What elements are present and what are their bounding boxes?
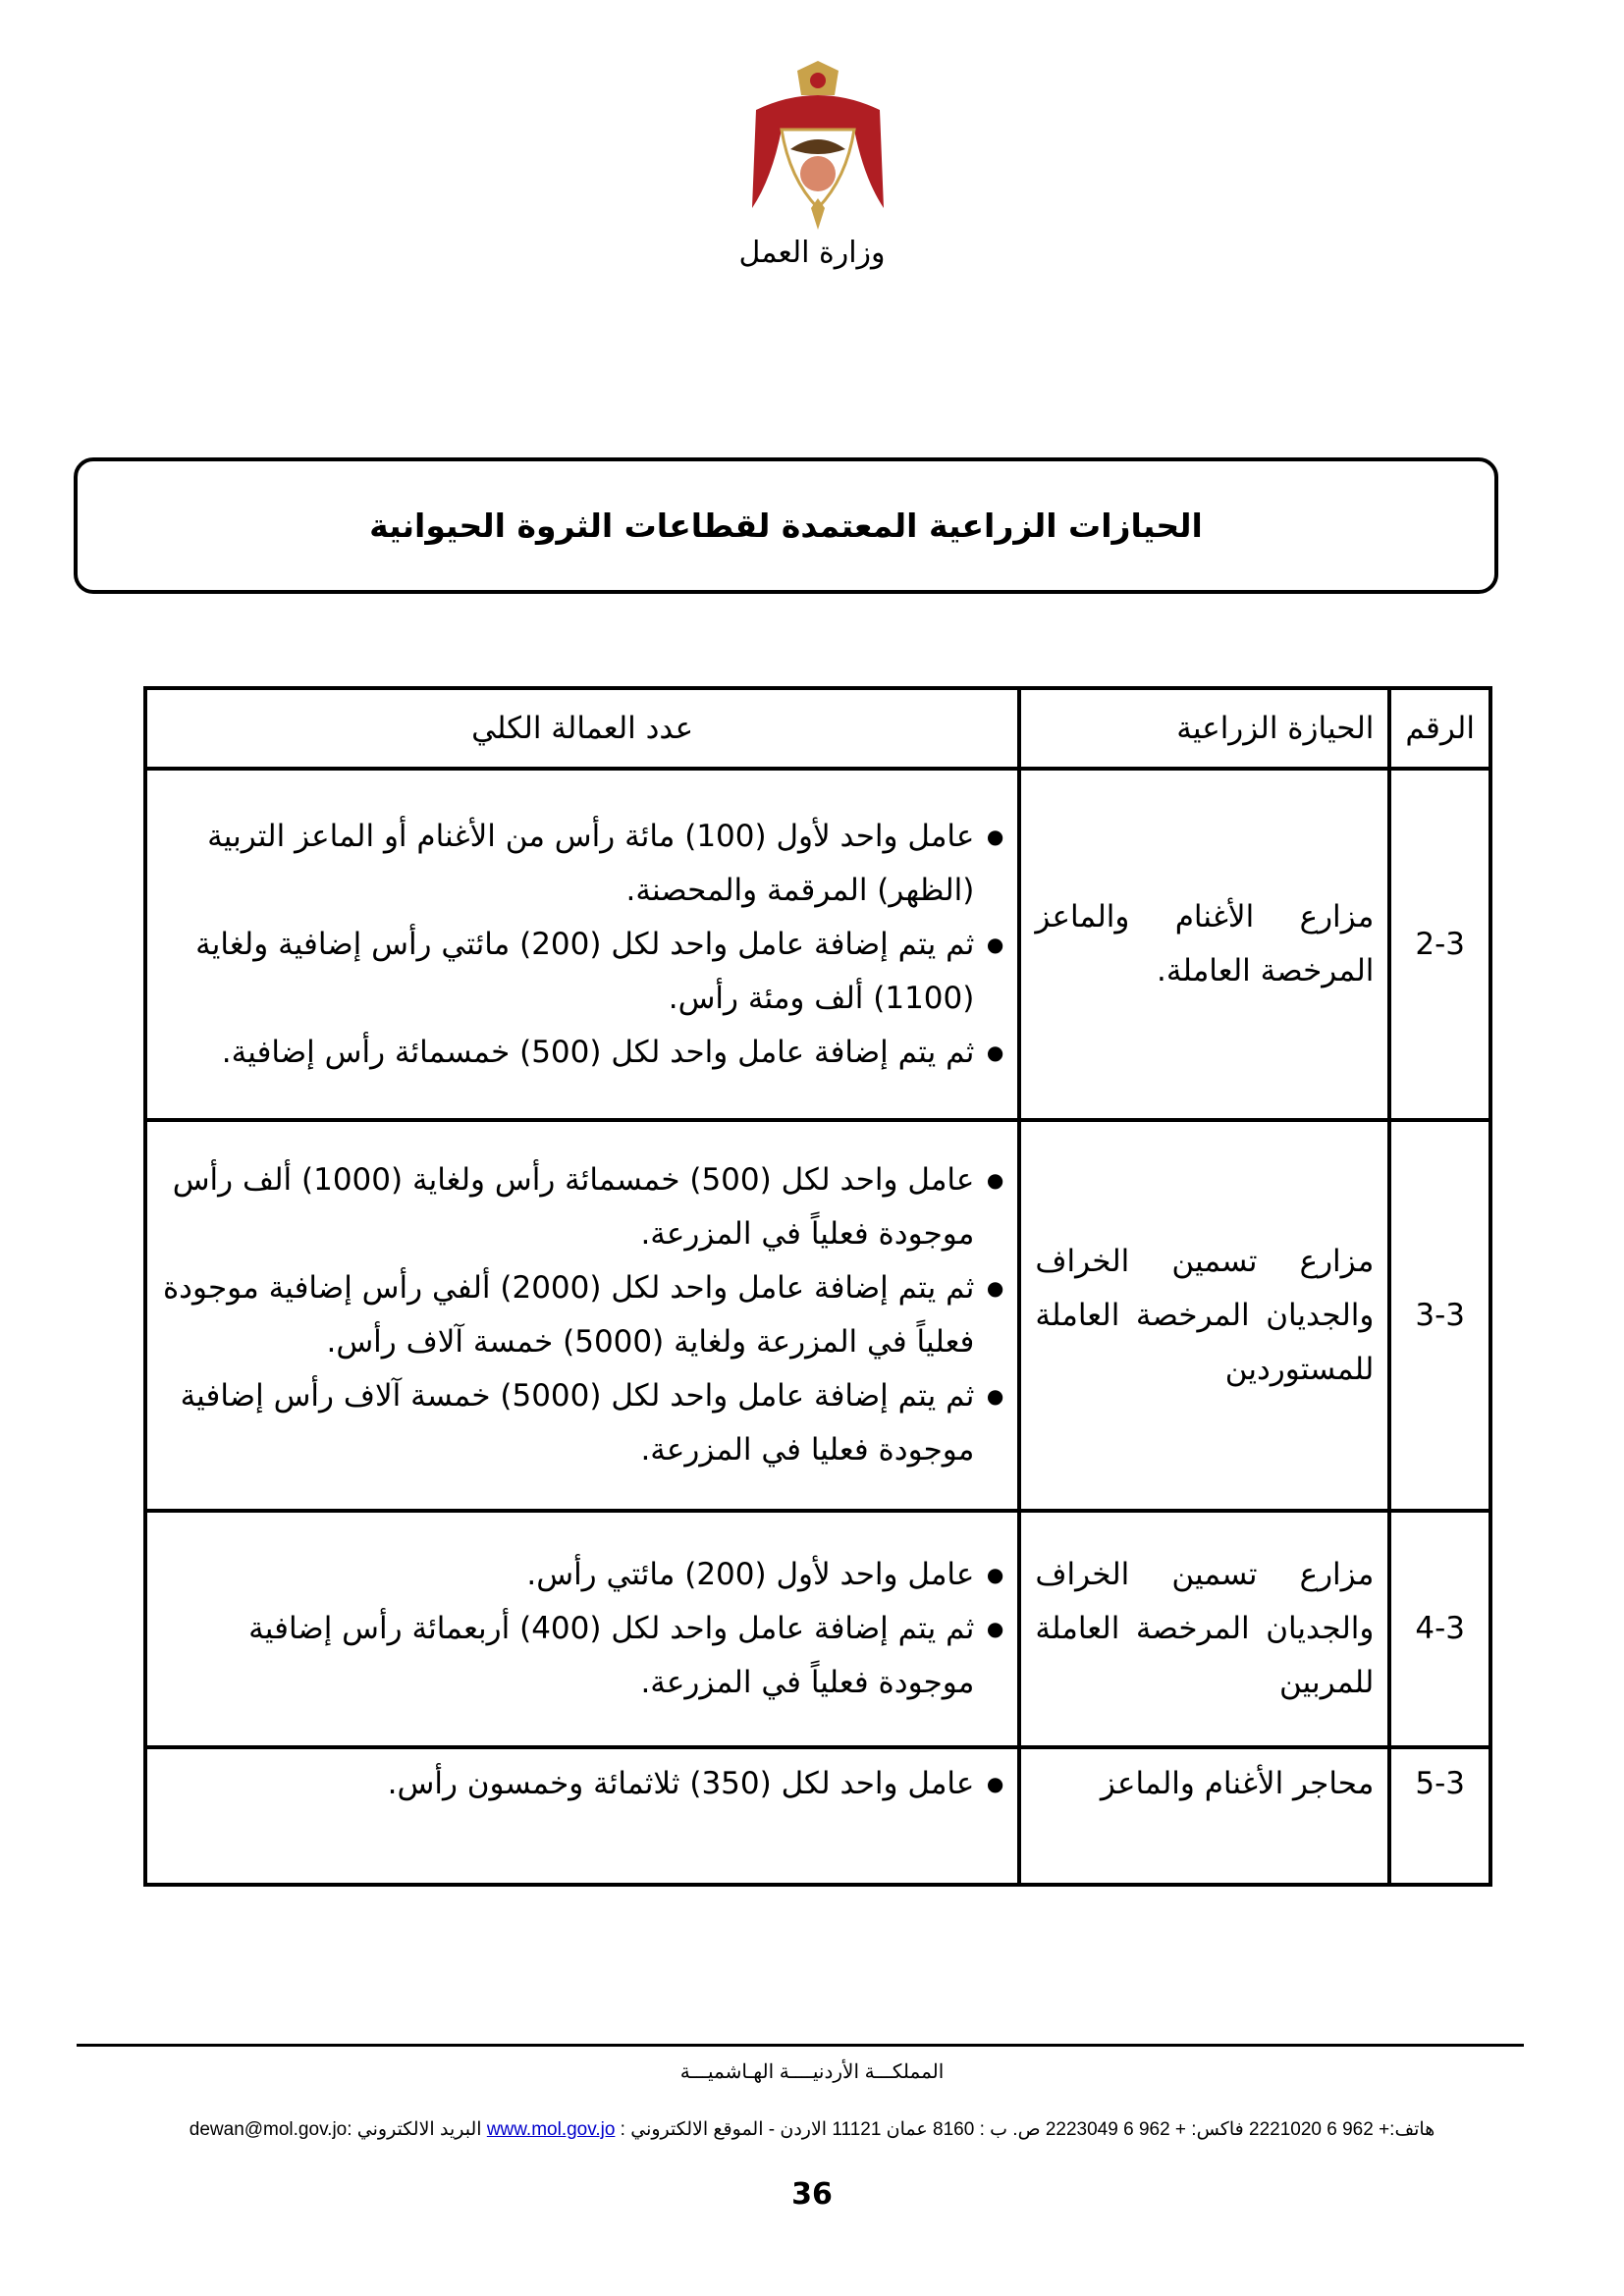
footer-contact: هاتف:+ 962 6 2221020 فاكس: + 962 6 22230… — [0, 2118, 1624, 2141]
footer-country: المملكـــة الأردنيــــة الهـاشميـــة — [679, 2061, 945, 2083]
contact-info: هاتف:+ 962 6 2221020 فاكس: + 962 6 22230… — [615, 2119, 1435, 2140]
row-number: 3-3 — [1387, 1118, 1492, 1513]
bullet-item: ثم يتم إضافة عامل واحد لكل (400) أربعمائ… — [161, 1602, 1004, 1710]
row-number: 4-3 — [1387, 1509, 1492, 1749]
row-holding: مزارع الأغنام والماعز المرخصة العاملة. — [1017, 767, 1392, 1122]
bullet-item: ثم يتم إضافة عامل واحد لكل (5000) خمسة آ… — [161, 1369, 1004, 1477]
page-title-box: الحيازات الزراعية المعتمدة لقطاعات الثرو… — [74, 457, 1498, 594]
table-header-row: الرقم الحيازة الزراعية عدد العمالة الكلي — [142, 686, 1492, 771]
row-number: 5-3 — [1387, 1745, 1492, 1887]
website-link[interactable]: www.mol.gov.jo — [486, 2119, 616, 2140]
table-row: 5-3 محاجر الأغنام والماعز عامل واحد لكل … — [142, 1745, 1492, 1887]
bullet-item: عامل واحد لكل (350) ثلاثمائة وخمسون رأس. — [161, 1757, 1004, 1811]
footer-divider — [77, 2044, 1524, 2047]
email-info: البريد الالكتروني :dewan@mol.gov.jo — [189, 2119, 487, 2140]
bullet-item: عامل واحد لأول (100) مائة رأس من الأغنام… — [161, 810, 1004, 918]
row-holding: مزارع تسمين الخراف والجديان المرخصة العا… — [1017, 1118, 1392, 1513]
ministry-name: وزارة العمل — [738, 236, 886, 270]
bullet-item: ثم يتم إضافة عامل واحد لكل (2000) ألفي ر… — [161, 1261, 1004, 1369]
bullet-item: عامل واحد لأول (200) مائتي رأس. — [161, 1548, 1003, 1602]
header-holding: الحيازة الزراعية — [1017, 686, 1392, 771]
row-workers: عامل واحد لأول (200) مائتي رأس. ثم يتم إ… — [142, 1509, 1022, 1749]
row-workers: عامل واحد لأول (100) مائة رأس من الأغنام… — [142, 767, 1022, 1122]
row-workers: عامل واحد لكل (350) ثلاثمائة وخمسون رأس. — [142, 1745, 1022, 1887]
table-row: 4-3 مزارع تسمين الخراف والجديان المرخصة … — [142, 1509, 1492, 1749]
header-number: الرقم — [1387, 686, 1492, 771]
page-title: الحيازات الزراعية المعتمدة لقطاعات الثرو… — [369, 507, 1203, 545]
row-workers: عامل واحد لكل (500) خمسمائة رأس ولغاية (… — [142, 1118, 1022, 1513]
bullet-item: عامل واحد لكل (500) خمسمائة رأس ولغاية (… — [161, 1153, 1004, 1261]
bullet-item: ثم يتم إضافة عامل واحد لكل (500) خمسمائة… — [161, 1026, 1004, 1080]
row-number: 2-3 — [1387, 767, 1492, 1122]
row-holding: مزارع تسمين الخراف والجديان المرخصة العا… — [1017, 1509, 1392, 1749]
jordan-coat-of-arms-logo — [752, 61, 884, 230]
bullet-item: ثم يتم إضافة عامل واحد لكل (200) مائتي ر… — [161, 918, 1004, 1026]
header-workers: عدد العمالة الكلي — [142, 686, 1022, 771]
holdings-table: الرقم الحيازة الزراعية عدد العمالة الكلي… — [142, 686, 1492, 1887]
table-row: 2-3 مزارع الأغنام والماعز المرخصة العامل… — [142, 767, 1492, 1122]
row-holding: محاجر الأغنام والماعز — [1017, 1745, 1392, 1887]
table-row: 3-3 مزارع تسمين الخراف والجديان المرخصة … — [142, 1118, 1492, 1513]
page-number: 36 — [791, 2177, 833, 2212]
